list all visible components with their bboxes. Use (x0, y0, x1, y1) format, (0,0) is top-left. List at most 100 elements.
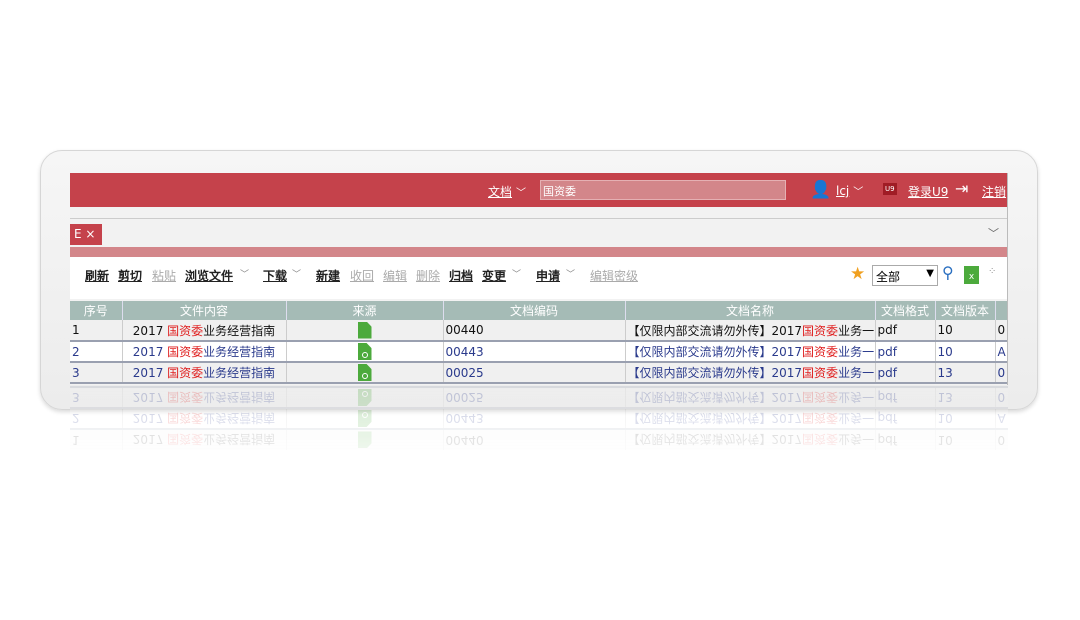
highlight: 国资委 (802, 411, 839, 425)
attachment-file-icon[interactable] (357, 343, 372, 360)
doc-version: 10 (935, 429, 995, 450)
col-header[interactable]: 序号 (70, 301, 123, 320)
user-menu[interactable]: lcj ﹀ (836, 183, 863, 198)
file-content[interactable]: 2017 国资委业务经营指南 (122, 341, 287, 363)
doc-name[interactable]: 【仅限内部交流请勿外传】2017国资委业务一 (625, 362, 876, 384)
user-icon: 👤 (810, 180, 832, 200)
extra-cell: A (995, 341, 1007, 363)
col-header[interactable]: 文档版本 (935, 301, 996, 320)
refresh-button[interactable]: 刷新 (85, 269, 110, 283)
extra-cell: 0 (995, 362, 1007, 384)
col-header[interactable]: 来源 (286, 301, 444, 320)
change-button[interactable]: 变更 (482, 269, 507, 283)
col-header[interactable] (995, 301, 1007, 320)
edit-button[interactable]: 编辑 (383, 269, 408, 283)
archive-button[interactable]: 归档 (449, 269, 474, 283)
col-header[interactable]: 文档名称 (625, 301, 876, 320)
col-header[interactable]: 文档格式 (875, 301, 936, 320)
file-icon[interactable] (358, 432, 372, 449)
doc-format: pdf (875, 320, 936, 342)
doc-format: pdf (875, 408, 935, 429)
extra-cell: A (995, 408, 1008, 429)
extra-cell: 0 (995, 429, 1008, 450)
text: 业务一 (838, 411, 875, 425)
doc-version: 13 (935, 387, 995, 408)
doc-code: 00443 (443, 341, 626, 363)
table-row[interactable]: 1 2017 国资委业务经营指南 00440 【仅限内部交流请勿外传】2017国… (70, 429, 1008, 450)
table-reflection: 1 2017 国资委业务经营指南 00440 【仅限内部交流请勿外传】2017国… (70, 386, 1008, 450)
recall-button[interactable]: 收回 (350, 269, 375, 283)
file-icon[interactable] (357, 321, 372, 339)
top-header: 文档 ﹀ 国资委 👤 lcj ﹀ U9 登录U9 ⇥ 注销 (70, 173, 1007, 207)
browse-button[interactable]: 浏览文件 (185, 269, 234, 283)
text: 业务一 (838, 390, 875, 404)
doc-version: 10 (935, 320, 996, 342)
file-content[interactable]: 2017 国资委业务经营指南 (122, 320, 287, 342)
text: 【仅限内部交流请勿外传】2017 (627, 390, 803, 404)
text: 2017 (132, 390, 168, 404)
doc-name[interactable]: 【仅限内部交流请勿外传】2017国资委业务一 (625, 387, 875, 408)
tab-document[interactable]: E × (70, 224, 102, 245)
doc-name[interactable]: 【仅限内部交流请勿外传】2017国资委业务一 (625, 429, 875, 450)
row-number: 1 (70, 320, 123, 342)
doc-name[interactable]: 【仅限内部交流请勿外传】2017国资委业务一 (625, 341, 876, 363)
expand-icon[interactable]: ⁘ (988, 266, 997, 277)
tab-label: E (74, 227, 82, 241)
chevron-down-icon: ﹀ (292, 270, 302, 280)
doc-code: 00025 (443, 387, 625, 408)
highlight: 国资委 (167, 411, 204, 425)
col-header[interactable]: 文档编码 (443, 301, 626, 320)
extra-cell: 0 (995, 320, 1007, 342)
source-cell (286, 320, 444, 342)
filter-select[interactable]: 全部 ▼ (872, 265, 938, 286)
star-icon[interactable]: ★ (850, 264, 866, 284)
file-content[interactable]: 2017 国资委业务经营指南 (122, 429, 286, 450)
text: 业务一 (838, 432, 875, 447)
text: 业务经营指南 (203, 432, 276, 447)
paste-button[interactable]: 粘贴 (152, 269, 177, 283)
close-icon[interactable]: × (85, 227, 96, 241)
table-row[interactable]: 3 2017 国资委业务经营指南 00025 【仅限内部交流请勿外传】2017国… (70, 387, 1008, 408)
highlight: 国资委 (802, 323, 839, 338)
text: 业务经营指南 (203, 345, 276, 359)
download-button[interactable]: 下载 (263, 269, 288, 283)
file-content[interactable]: 2017 国资委业务经营指南 (122, 408, 286, 429)
table-row[interactable]: 2 2017 国资委业务经营指南 00443 【仅限内部交流请勿外传】2017国… (70, 408, 1008, 429)
u9-icon: U9 (883, 183, 897, 195)
chevron-down-icon: ﹀ (566, 270, 576, 280)
table-row[interactable]: 2 2017 国资委业务经营指南 00443 【仅限内部交流请勿外传】2017国… (70, 341, 1007, 363)
row-number: 2 (70, 341, 123, 363)
excel-export-icon[interactable]: x (964, 266, 979, 284)
apply-button[interactable]: 申请 (536, 269, 561, 283)
logout-link[interactable]: 注销 (982, 185, 1007, 199)
attachment-file-icon[interactable] (358, 410, 372, 427)
text: 【仅限内部交流请勿外传】2017 (627, 345, 803, 359)
login-u9-link[interactable]: 登录U9 (908, 185, 949, 199)
edit-secret-button[interactable]: 编辑密级 (590, 269, 639, 283)
row-number: 3 (70, 362, 123, 384)
new-button[interactable]: 新建 (316, 269, 341, 283)
file-content[interactable]: 2017 国资委业务经营指南 (122, 387, 286, 408)
doc-name[interactable]: 【仅限内部交流请勿外传】2017国资委业务一 (625, 320, 876, 342)
table-row[interactable]: 3 2017 国资委业务经营指南 00025 【仅限内部交流请勿外传】2017国… (70, 362, 1007, 384)
delete-button[interactable]: 删除 (416, 269, 441, 283)
chevron-down-icon[interactable]: ﹀ (988, 227, 999, 240)
text: 业务一 (838, 366, 875, 380)
doc-code: 00440 (443, 320, 626, 342)
cut-button[interactable]: 剪切 (118, 269, 143, 283)
attachment-file-icon[interactable] (357, 364, 372, 381)
highlight: 国资委 (802, 432, 839, 447)
attachment-file-icon[interactable] (358, 389, 372, 406)
user-name: lcj (836, 184, 850, 198)
search-icon[interactable]: ⚲ (942, 263, 954, 282)
file-content[interactable]: 2017 国资委业务经营指南 (122, 362, 287, 384)
col-header[interactable]: 文件内容 (122, 301, 287, 320)
search-input[interactable]: 国资委 (540, 180, 786, 200)
table-row[interactable]: 1 2017 国资委业务经营指南 00440 【仅限内部交流请勿外传】2017国… (70, 320, 1007, 342)
toolbar: 刷新 剪切 粘贴 浏览文件 ﹀ 下载 ﹀ 新建 收回 编辑 删除 归档 变更 ﹀ 申请… (70, 257, 1007, 299)
doc-format: pdf (875, 341, 936, 363)
chevron-down-icon: ﹀ (516, 188, 527, 199)
text: 【仅限内部交流请勿外传】2017 (627, 323, 803, 338)
doc-name[interactable]: 【仅限内部交流请勿外传】2017国资委业务一 (625, 408, 875, 429)
module-menu[interactable]: 文档 ﹀ (488, 183, 526, 200)
